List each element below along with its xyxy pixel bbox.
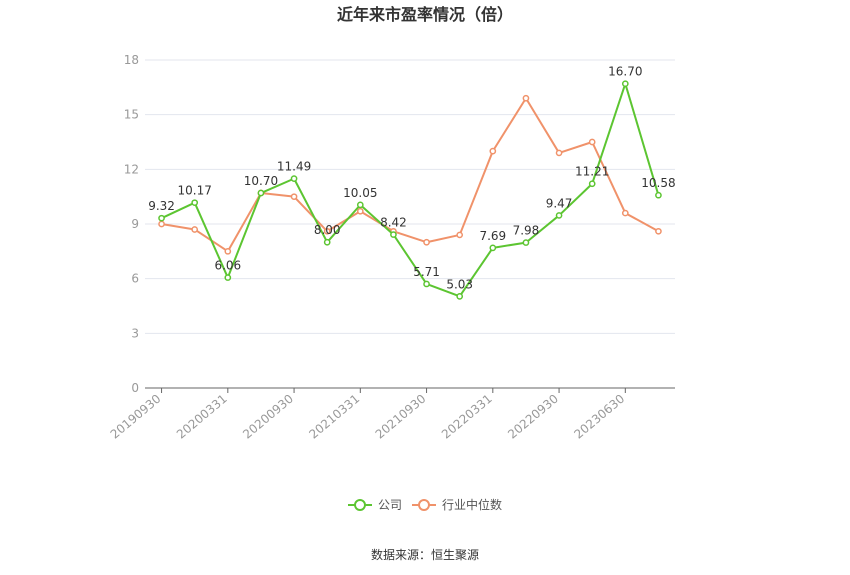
data-point — [456, 231, 464, 239]
data-point — [290, 193, 298, 201]
data-point — [621, 80, 629, 88]
legend-marker-0 — [354, 499, 366, 511]
data-point — [290, 175, 298, 182]
data-label: 6.06 — [214, 259, 241, 273]
data-point — [257, 189, 265, 197]
data-label: 10.58 — [641, 176, 675, 190]
data-point — [356, 207, 364, 215]
legend-label-1: 行业中位数 — [442, 497, 502, 512]
data-point — [390, 231, 397, 238]
data-point — [655, 191, 662, 199]
y-tick-label: 9 — [131, 217, 139, 231]
legend-marker-1 — [418, 499, 430, 511]
x-tick-label: 20200930 — [240, 392, 296, 442]
data-point — [621, 209, 629, 217]
data-label: 7.98 — [513, 224, 540, 238]
data-point — [555, 212, 563, 219]
data-point — [158, 220, 165, 228]
data-label: 9.32 — [148, 199, 175, 213]
chart-title: 近年来市盈率情况（倍） — [337, 5, 513, 24]
data-point — [588, 138, 596, 146]
data-point — [555, 149, 563, 157]
x-tick-label: 20230630 — [571, 392, 627, 442]
data-label: 5.71 — [413, 265, 440, 279]
data-point — [224, 274, 232, 281]
data-point — [522, 239, 530, 246]
legend-label-0: 公司 — [378, 498, 402, 512]
x-tick-label: 20220331 — [439, 392, 495, 442]
data-point — [588, 180, 596, 188]
data-point — [323, 238, 331, 246]
data-point — [655, 227, 662, 235]
data-label: 8.00 — [314, 223, 341, 237]
data-point — [423, 238, 430, 246]
y-axis: 0 3 6 9 12 15 18 — [124, 53, 139, 395]
y-tick-label: 18 — [124, 53, 139, 67]
data-point — [489, 147, 497, 155]
legend[interactable]: 公司 行业中位数 — [348, 497, 502, 512]
data-label: 10.70 — [244, 174, 278, 188]
data-point — [489, 244, 497, 252]
data-label: 8.42 — [380, 216, 407, 230]
data-point — [323, 227, 331, 235]
source-note: 数据来源：恒生聚源 — [371, 547, 479, 562]
x-tick-label: 20200331 — [174, 392, 230, 442]
x-axis: 20190930 20200331 20200930 20210331 20210930… — [108, 387, 675, 442]
x-tick-label: 20220930 — [505, 392, 561, 442]
data-point — [224, 247, 232, 255]
grid — [145, 59, 675, 334]
series-line-0 — [161, 82, 660, 298]
data-point — [158, 214, 165, 222]
data-point — [522, 94, 530, 102]
x-tick-label: 20210331 — [306, 392, 362, 442]
data-point — [356, 201, 364, 209]
data-label: 10.17 — [178, 184, 212, 198]
data-point — [456, 292, 464, 300]
y-tick-label: 0 — [131, 381, 139, 395]
data-label: 10.05 — [343, 186, 377, 200]
data-label: 5.03 — [446, 277, 473, 291]
data-point — [191, 226, 199, 233]
y-tick-label: 12 — [124, 162, 139, 176]
data-label: 11.21 — [575, 165, 609, 179]
x-tick-label: 20190930 — [108, 392, 164, 442]
y-tick-label: 6 — [131, 272, 139, 286]
data-label: 9.47 — [546, 196, 573, 210]
series-line-1 — [161, 97, 659, 253]
y-tick-label: 3 — [131, 326, 139, 340]
x-tick-label: 20210930 — [373, 392, 429, 442]
data-label: 11.49 — [277, 160, 311, 174]
data-point — [191, 199, 199, 207]
data-label: 16.70 — [608, 65, 642, 79]
data-label: 7.69 — [479, 229, 506, 243]
data-point — [423, 280, 430, 288]
y-tick-label: 15 — [124, 108, 139, 122]
